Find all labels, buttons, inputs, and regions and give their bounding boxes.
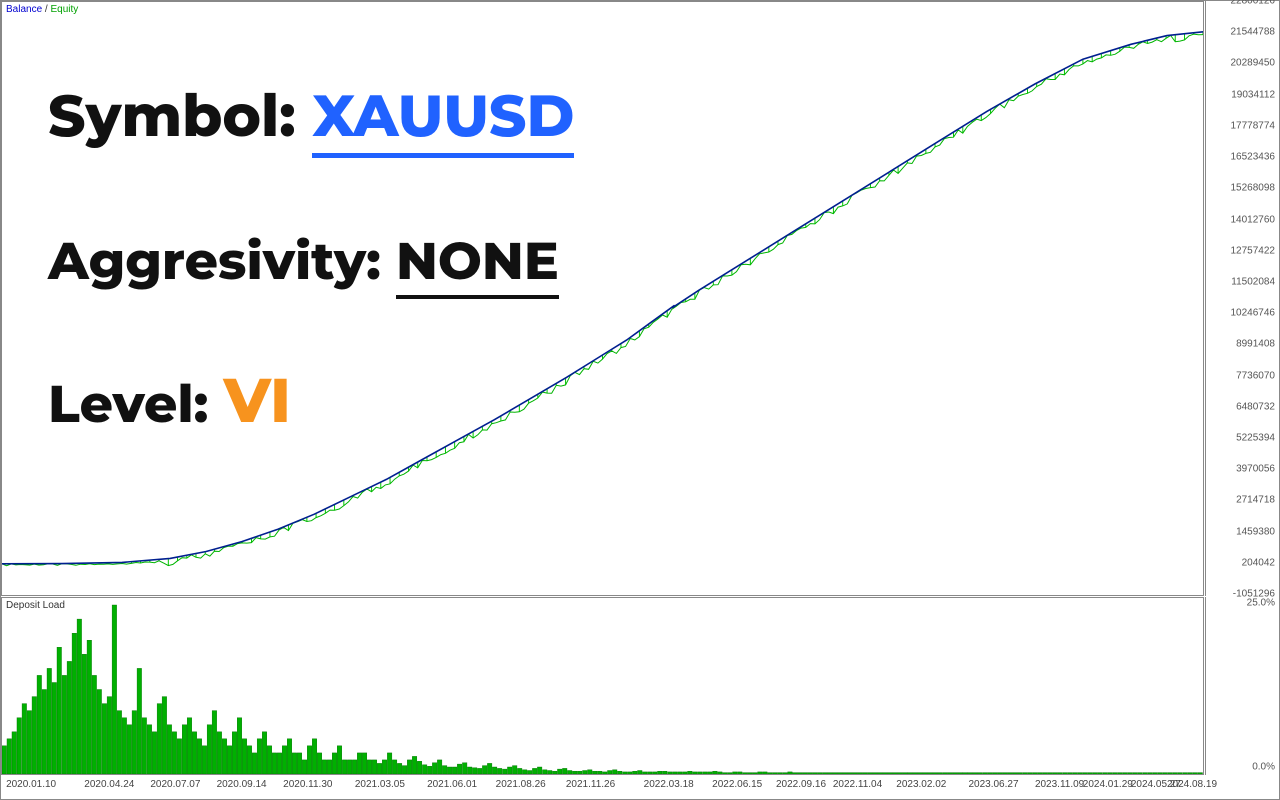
ytick: 16523436: [1231, 152, 1276, 163]
xtick: 2020.04.24: [84, 779, 134, 790]
xtick: 2021.11.26: [566, 779, 615, 790]
xtick: 2024.08.19: [1167, 779, 1217, 790]
ytick: 6480732: [1236, 401, 1275, 412]
ytick: 5225394: [1236, 432, 1275, 443]
lower-ytick: 25.0%: [1247, 598, 1275, 609]
xtick: 2022.09.16: [776, 779, 826, 790]
main-y-axis: 22800126 21544788 20289450 19034112 17778774…: [1205, 1, 1279, 596]
symbol-label: Symbol:: [48, 80, 312, 151]
ytick: 14012760: [1231, 214, 1276, 225]
overlay-aggresivity: Aggresivity: NONE: [48, 230, 559, 293]
xtick: 2021.03.05: [355, 779, 405, 790]
main-equity-chart: Balance / Equity Symbol: XAUUSD Aggresiv…: [1, 1, 1204, 596]
ytick: 22800126: [1231, 0, 1276, 7]
overlay-symbol: Symbol: XAUUSD: [48, 80, 574, 151]
agg-value: NONE: [396, 230, 559, 299]
ytick: 11502084: [1231, 276, 1275, 287]
ytick: 3970056: [1236, 464, 1275, 475]
xtick: 2024.01.29: [1083, 779, 1133, 790]
ytick: 19034112: [1231, 89, 1275, 100]
level-value: VI: [223, 362, 291, 438]
lower-chart-svg: [2, 598, 1203, 774]
agg-label: Aggresivity:: [48, 230, 396, 293]
xtick: 2022.06.15: [712, 779, 762, 790]
lower-y-axis: 25.0% 0.0%: [1205, 597, 1279, 775]
xtick: 2020.01.10: [6, 779, 56, 790]
ytick: 10246746: [1231, 308, 1276, 319]
deposit-load-chart: Deposit Load: [1, 597, 1204, 775]
xtick: 2020.09.14: [217, 779, 267, 790]
xtick: 2020.07.07: [150, 779, 200, 790]
xtick: 2022.03.18: [644, 779, 694, 790]
symbol-value: XAUUSD: [312, 80, 574, 158]
ytick: 20289450: [1231, 58, 1276, 69]
xtick: 2021.08.26: [496, 779, 546, 790]
ytick: 204042: [1242, 557, 1275, 568]
lower-ytick: 0.0%: [1252, 762, 1275, 773]
ytick: 7736070: [1236, 370, 1275, 381]
level-label: Level:: [48, 373, 223, 436]
xtick: 2023.02.02: [896, 779, 946, 790]
ytick: 2714718: [1236, 495, 1275, 506]
ytick: 21544788: [1231, 27, 1276, 38]
xtick: 2021.06.01: [427, 779, 477, 790]
ytick: 15268098: [1231, 183, 1276, 194]
ytick: 8991408: [1236, 339, 1275, 350]
xtick: 2023.06.27: [968, 779, 1018, 790]
overlay-level: Level: VI: [48, 362, 291, 438]
ytick: 17778774: [1231, 120, 1276, 131]
xtick: 2022.11.04: [833, 779, 882, 790]
xtick: 2023.11.09: [1035, 779, 1084, 790]
ytick: 1459380: [1236, 526, 1275, 537]
x-axis: 2020.01.10 2020.04.24 2020.07.07 2020.09.14…: [1, 775, 1279, 799]
xtick: 2020.11.30: [283, 779, 332, 790]
ytick: 12757422: [1231, 245, 1276, 256]
